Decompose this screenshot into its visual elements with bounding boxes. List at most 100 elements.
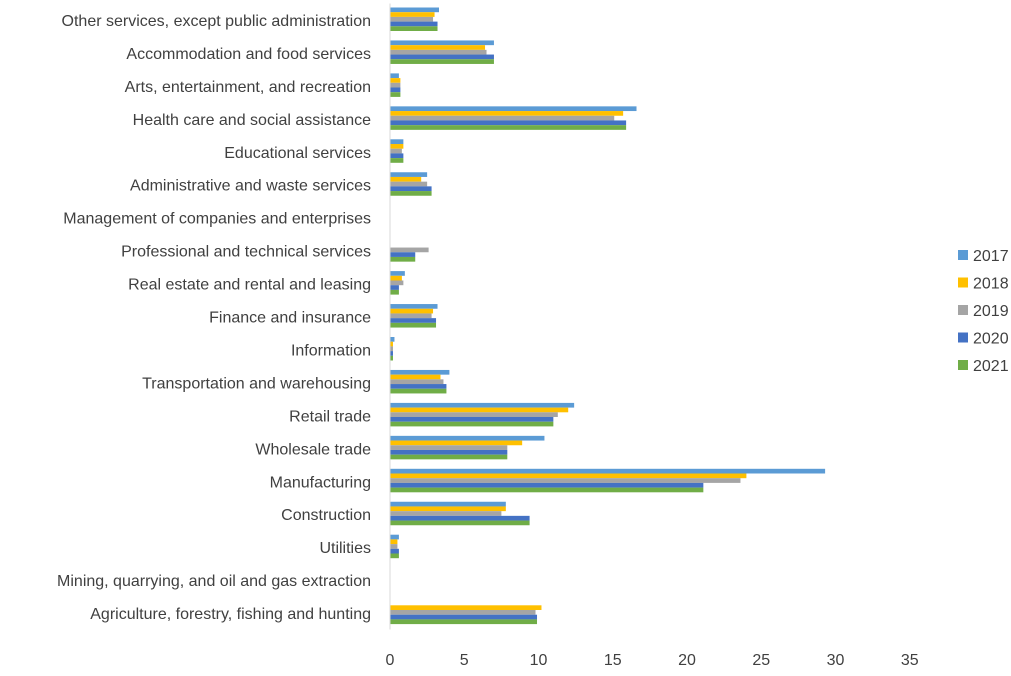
category-label: Mining, quarrying, and oil and gas extra… <box>57 573 371 590</box>
legend-label-2019: 2019 <box>973 303 1009 320</box>
bar-2020 <box>390 614 538 620</box>
bar-2019 <box>390 478 741 483</box>
category-label: Health care and social assistance <box>133 112 371 129</box>
bar-2021 <box>390 487 704 493</box>
x-axis-tick-labels: 0 5 10 15 20 25 30 35 <box>386 652 919 669</box>
bar-2020 <box>390 120 627 126</box>
bar-2019 <box>390 181 428 187</box>
bar-2017 <box>390 304 438 309</box>
x-tick-label: 25 <box>752 652 770 669</box>
x-tick-label: 35 <box>901 652 919 669</box>
category-label: Real estate and rental and leasing <box>128 277 371 294</box>
legend-label-2018: 2018 <box>973 276 1009 293</box>
bar-2021 <box>390 388 447 394</box>
bar-2020 <box>390 351 393 356</box>
bar-2018 <box>390 176 422 182</box>
bar-2020 <box>390 21 438 27</box>
bar-2021 <box>390 26 438 31</box>
bar-2019 <box>390 412 558 417</box>
bar-2019 <box>390 280 404 286</box>
bar-2019 <box>390 445 508 450</box>
bar-2018 <box>390 539 398 545</box>
bar-2017 <box>390 369 450 375</box>
category-label: Finance and insurance <box>209 310 371 327</box>
bar-2021 <box>390 289 399 295</box>
x-tick-label: 0 <box>386 652 395 669</box>
bar-2019 <box>390 16 434 22</box>
bar-2019 <box>390 379 444 385</box>
bar-2019 <box>390 148 402 154</box>
bar-2018 <box>390 473 747 479</box>
bar-2017 <box>390 402 575 408</box>
x-tick-label: 20 <box>678 652 696 669</box>
bar-2021 <box>390 355 393 361</box>
bar-2021 <box>390 454 508 460</box>
bar-2018 <box>390 78 401 83</box>
bar-2017 <box>390 501 506 507</box>
bar-2018 <box>390 308 434 314</box>
bar-2021 <box>390 421 554 427</box>
bar-2020 <box>390 417 554 422</box>
bar-2020 <box>390 482 704 488</box>
bars-layer <box>390 7 826 625</box>
category-label: Arts, entertainment, and recreation <box>125 79 371 96</box>
bar-2019 <box>390 49 487 55</box>
bar-2020 <box>390 153 404 159</box>
bar-2017 <box>390 534 399 540</box>
bar-2021 <box>390 256 416 262</box>
bar-2020 <box>390 318 437 323</box>
bar-2021 <box>390 191 432 196</box>
category-label: Accommodation and food services <box>126 46 371 63</box>
bar-2018 <box>390 111 624 116</box>
bar-2020 <box>390 186 432 192</box>
bar-2017 <box>390 7 439 13</box>
category-label: Transportation and warehousing <box>142 375 371 392</box>
category-label: Manufacturing <box>270 474 371 491</box>
bar-2018 <box>390 407 569 413</box>
bar-2020 <box>390 87 401 93</box>
bar-2019 <box>390 511 502 516</box>
bar-2021 <box>390 619 538 625</box>
bar-2017 <box>390 468 826 474</box>
bar-2018 <box>390 45 486 50</box>
bar-2020 <box>390 54 494 60</box>
bar-2018 <box>390 506 506 512</box>
category-label: Information <box>291 342 371 359</box>
legend-swatch-2021 <box>958 360 968 370</box>
bar-2017 <box>390 435 545 441</box>
category-label: Educational services <box>224 145 371 162</box>
bar-2019 <box>390 544 398 549</box>
bar-2019 <box>390 115 615 121</box>
bar-2019 <box>390 313 432 319</box>
category-label: Agriculture, forestry, fishing and hunti… <box>90 606 371 623</box>
bar-2019 <box>390 82 401 88</box>
category-labels: Other services, except public administra… <box>57 13 371 623</box>
bar-2020 <box>390 252 416 257</box>
bar-2020 <box>390 515 530 521</box>
category-label: Management of companies and enterprises <box>63 211 371 228</box>
bar-2018 <box>390 374 441 380</box>
legend-swatch-2019 <box>958 305 968 315</box>
bar-2017 <box>390 337 395 342</box>
bar-2020 <box>390 548 399 554</box>
bar-2017 <box>390 139 404 144</box>
bar-2020 <box>390 285 399 290</box>
bar-2017 <box>390 40 494 46</box>
category-label: Utilities <box>319 540 371 557</box>
bar-2018 <box>390 275 402 281</box>
x-tick-label: 30 <box>827 652 845 669</box>
x-tick-label: 15 <box>604 652 622 669</box>
legend-swatch-2018 <box>958 277 968 288</box>
bar-2020 <box>390 449 508 455</box>
x-tick-label: 10 <box>530 652 548 669</box>
category-label: Retail trade <box>289 408 371 425</box>
x-tick-label: 5 <box>460 652 469 669</box>
bar-2017 <box>390 106 637 112</box>
bar-2018 <box>390 144 404 149</box>
legend-label-2020: 2020 <box>973 331 1009 348</box>
bar-2017 <box>390 172 428 177</box>
bar-2020 <box>390 384 447 389</box>
bar-2021 <box>390 59 494 64</box>
bar-2019 <box>390 610 536 615</box>
